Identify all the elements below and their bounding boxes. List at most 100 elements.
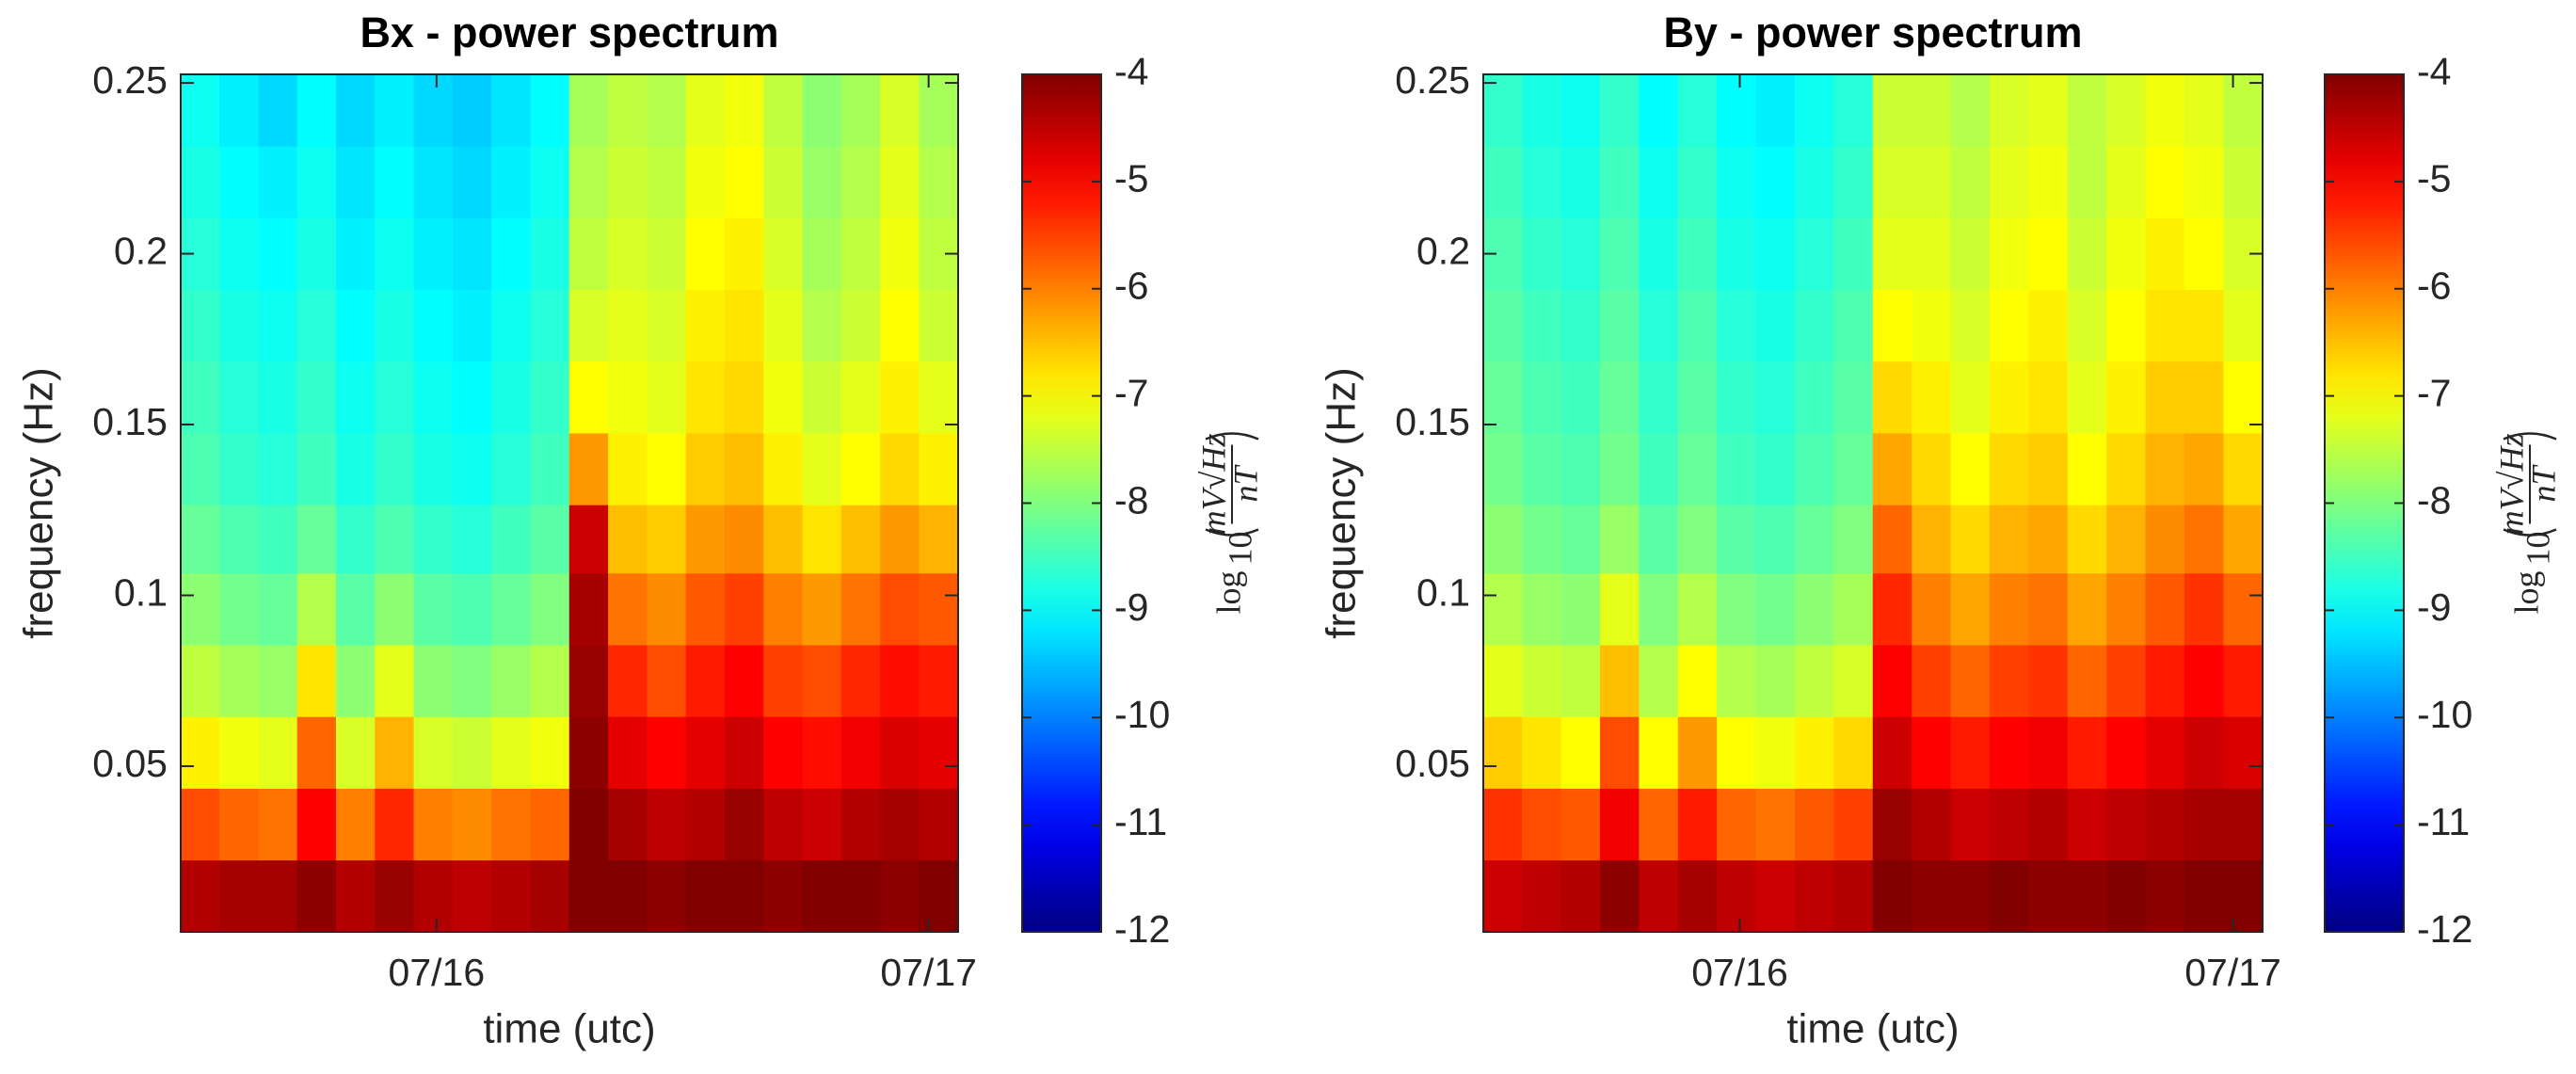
heatmap-cell xyxy=(413,859,454,932)
heatmap-cell xyxy=(335,501,376,574)
heatmap-cell xyxy=(452,74,493,147)
colorbar xyxy=(2324,73,2405,933)
heatmap-cell xyxy=(296,501,337,574)
heatmap-cell xyxy=(452,432,493,505)
heatmap-cell xyxy=(258,715,298,789)
heatmap-cell xyxy=(1755,715,1796,789)
heatmap-cell xyxy=(568,859,610,932)
heatmap-cell xyxy=(181,644,221,717)
label-numerator: mV√Hz xyxy=(1194,434,1232,536)
heatmap-cell xyxy=(258,361,298,434)
heatmap-cell xyxy=(219,788,260,861)
heatmap-cell xyxy=(568,715,610,789)
heatmap-cell xyxy=(375,644,415,717)
heatmap-cell xyxy=(530,644,570,717)
heatmap-cell xyxy=(375,501,415,574)
heatmap-cell xyxy=(2028,361,2069,434)
heatmap-cell xyxy=(2184,217,2225,291)
heatmap-cell xyxy=(1639,501,1679,574)
heatmap-cell xyxy=(919,145,958,218)
heatmap-cell xyxy=(1833,501,1874,574)
heatmap-cell xyxy=(1794,572,1835,646)
heatmap-cell xyxy=(1483,859,1524,932)
heatmap-cell xyxy=(647,217,687,291)
heatmap-cell xyxy=(840,644,882,717)
heatmap-cell xyxy=(724,361,765,434)
heatmap-cell xyxy=(1560,715,1601,789)
heatmap-cell xyxy=(1717,859,1757,932)
heatmap-cell xyxy=(2028,501,2069,574)
heatmap-cell xyxy=(181,572,221,646)
colorbar-tick-label: -11 xyxy=(2417,800,2470,843)
heatmap-cell xyxy=(491,432,532,505)
heatmap-cell xyxy=(219,289,260,362)
heatmap-cell xyxy=(1912,788,1952,861)
heatmap-cell xyxy=(219,501,260,574)
colorbar-tick-label: -12 xyxy=(2417,907,2472,951)
heatmap-cell xyxy=(647,644,687,717)
heatmap-cell xyxy=(2106,74,2147,147)
heatmap-cell xyxy=(452,361,493,434)
heatmap-cell xyxy=(919,361,958,434)
heatmap-cell xyxy=(413,74,454,147)
label-function: log xyxy=(2507,570,2545,614)
heatmap-cell xyxy=(685,289,726,362)
heatmap-cell xyxy=(452,715,493,789)
heatmap-cell xyxy=(1522,432,1562,505)
heatmap-cell xyxy=(608,217,648,291)
heatmap-cell xyxy=(1599,715,1640,789)
heatmap-cell xyxy=(880,361,920,434)
heatmap-cell xyxy=(1717,289,1757,362)
heatmap-cell xyxy=(335,715,376,789)
heatmap-cell xyxy=(2184,715,2225,789)
heatmap-cell xyxy=(181,145,221,218)
heatmap-cell xyxy=(375,217,415,291)
heatmap-cell xyxy=(647,715,687,789)
heatmap-cell xyxy=(647,859,687,932)
heatmap-cell xyxy=(452,572,493,646)
heatmap-cell xyxy=(2106,715,2147,789)
heatmap-cell xyxy=(375,715,415,789)
heatmap-cell xyxy=(1833,145,1874,218)
heatmap-cell xyxy=(181,501,221,574)
heatmap-cell xyxy=(1950,644,1991,717)
heatmap-cell xyxy=(530,74,570,147)
colorbar-tick-label: -9 xyxy=(2417,585,2451,629)
paren xyxy=(2503,528,2557,537)
heatmap-cell xyxy=(2067,715,2108,789)
heatmap-cell xyxy=(880,572,920,646)
heatmap-cell xyxy=(1872,432,1913,505)
heatmap-cell xyxy=(1483,74,1524,147)
heatmap-cell xyxy=(840,289,882,362)
heatmap-cell xyxy=(685,572,726,646)
heatmap-cell xyxy=(880,501,920,574)
heatmap-cell xyxy=(413,501,454,574)
heatmap-cell xyxy=(1677,644,1719,717)
heatmap-cell xyxy=(763,145,804,218)
chart-title: Bx - power spectrum xyxy=(360,8,778,56)
heatmap-cell xyxy=(763,859,804,932)
heatmap-cell xyxy=(919,432,958,505)
heatmap-cell xyxy=(763,289,804,362)
heatmap-cell xyxy=(452,788,493,861)
y-axis-label: frequency (Hz) xyxy=(1319,367,1365,639)
heatmap-cell xyxy=(802,217,842,291)
heatmap-cell xyxy=(1755,74,1796,147)
heatmap-cell xyxy=(1989,74,2030,147)
heatmap-cell xyxy=(1989,788,2030,861)
heatmap-cell xyxy=(1717,644,1757,717)
heatmap-cell xyxy=(2028,859,2069,932)
y-tick-label: 0.2 xyxy=(1416,229,1470,272)
heatmap-cell xyxy=(802,501,842,574)
heatmap-cell xyxy=(840,501,882,574)
heatmap-cell xyxy=(491,289,532,362)
heatmap-cell xyxy=(1639,217,1679,291)
heatmap-cell xyxy=(2184,501,2225,574)
colorbar-tick-label: -10 xyxy=(2417,693,2472,736)
x-tick-label: 07/17 xyxy=(880,951,977,994)
heatmap-cell xyxy=(1872,501,1913,574)
heatmap-cell xyxy=(2184,432,2225,505)
heatmap-cell xyxy=(1912,432,1952,505)
heatmap-cell xyxy=(1950,289,1991,362)
